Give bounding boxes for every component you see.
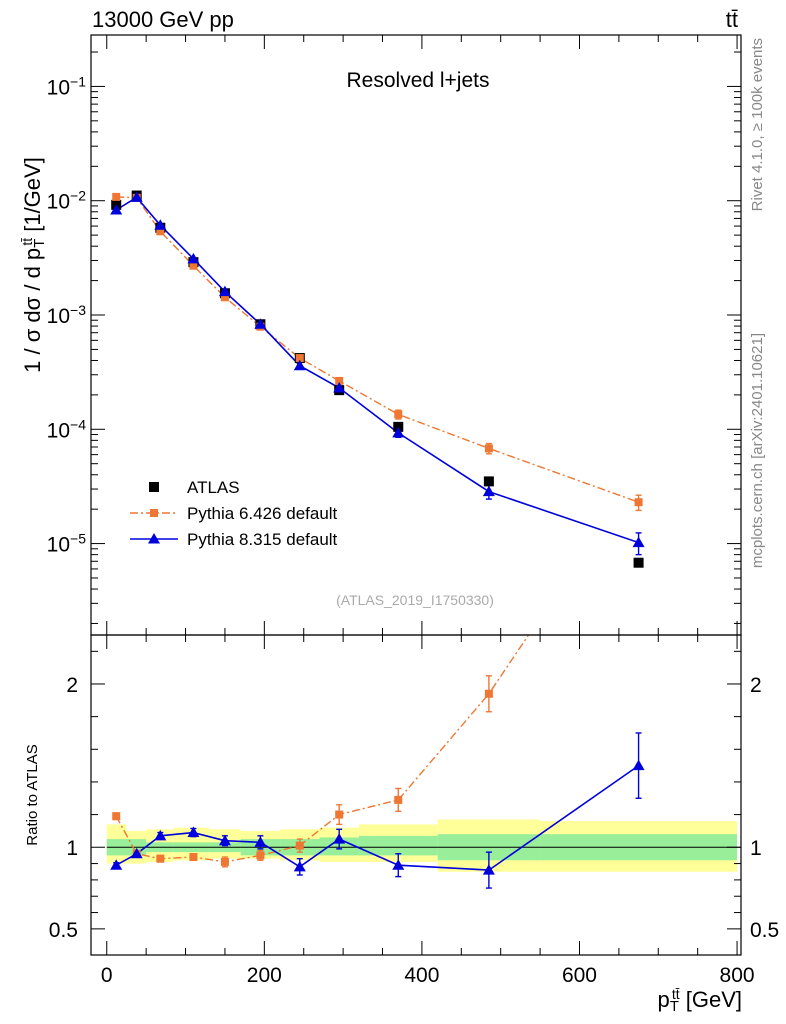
ratio-pythia8-point xyxy=(254,836,267,847)
legend-label: Pythia 8.315 default xyxy=(187,530,338,549)
ratio-pythia8-point xyxy=(130,847,143,859)
ratio-pythia6-point xyxy=(295,841,304,850)
ratio-pythia6-point xyxy=(635,468,643,476)
rivet-version-label: Rivet 4.1.0, ≥ 100k events xyxy=(749,38,766,211)
x-tick-label: 200 xyxy=(247,964,282,987)
pythia8-point xyxy=(482,485,495,497)
pythia6-point xyxy=(484,444,493,453)
pythia8-point xyxy=(130,191,143,202)
pythia6-point xyxy=(156,227,165,236)
y-tick-label: 10−3 xyxy=(47,302,87,328)
ratio-pythia8-point xyxy=(110,859,123,870)
analysis-id-label: (ATLAS_2019_I1750330) xyxy=(336,592,494,608)
ratio-pythia6-point xyxy=(220,857,229,866)
ratio-pythia6-point xyxy=(156,854,165,863)
ratio-pythia8-point xyxy=(154,829,167,841)
ratio-y-tick-label-right: 2 xyxy=(750,674,762,697)
atlas-point xyxy=(633,557,644,568)
pythia8-point xyxy=(392,426,405,438)
ratio-plot-frame xyxy=(90,634,742,956)
ratio-y-tick-label-right: 1 xyxy=(750,837,762,860)
ratio-plot: 0.5 0.5 1 1 2 2 0 200 400 600 800 Ratio to ATLAS p… xyxy=(24,468,779,1015)
process-label: tt̄ xyxy=(726,7,738,32)
x-axis-title: pTtt̄ [GeV] xyxy=(657,986,742,1015)
pythia6-point xyxy=(335,376,344,385)
ratio-pythia6-point xyxy=(394,795,403,804)
ratio-y-tick-label-left: 0.5 xyxy=(49,919,78,942)
series-line-pythia6 xyxy=(116,196,639,503)
legend: ATLAS Pythia 6.426 default Pythia 8.315 de… xyxy=(130,478,338,549)
pythia8-point xyxy=(218,285,231,297)
pythia8-point xyxy=(110,203,123,215)
pythia8-point xyxy=(632,536,645,548)
y-tick-label: 10−5 xyxy=(47,531,87,557)
ratio-pythia8-point xyxy=(632,759,645,771)
pythia8-point xyxy=(154,219,167,230)
x-tick-label: 0 xyxy=(101,964,113,987)
pythia6-point xyxy=(112,192,121,201)
pythia8-point xyxy=(293,359,306,371)
x-tick-label: 600 xyxy=(562,964,597,987)
y-tick-label: 10−1 xyxy=(47,74,87,100)
atlas-point xyxy=(483,476,494,487)
pythia8-point xyxy=(254,318,267,329)
ratio-pythia6-point xyxy=(484,689,493,698)
legend-marker-pythia6 xyxy=(150,509,158,517)
ratio-y-axis-title: Ratio to ATLAS xyxy=(24,744,41,845)
legend-label: Pythia 6.426 default xyxy=(187,504,338,523)
legend-marker-pythia8 xyxy=(148,533,160,544)
ratio-pythia6-point xyxy=(112,812,121,821)
ratio-pythia6-point xyxy=(189,853,198,862)
plot-title: Resolved l+jets xyxy=(347,69,490,92)
pythia8-point xyxy=(333,381,346,393)
pythia6-point xyxy=(295,354,304,363)
legend-marker-atlas xyxy=(149,482,159,492)
ratio-y-tick-label-left: 2 xyxy=(66,674,78,697)
ratio-pythia8-point xyxy=(482,864,495,875)
y-tick-label: 10−4 xyxy=(47,417,87,443)
main-plot: 10−1 10−2 10−3 10−4 10−5 Resolved l+jets (AT… xyxy=(19,34,742,636)
ratio-pythia6-point xyxy=(335,810,344,819)
ratio-y-tick-label-left: 1 xyxy=(66,837,78,860)
ratio-pythia8-point xyxy=(333,833,346,844)
ratio-pythia8-point xyxy=(392,859,405,870)
pythia6-point xyxy=(634,498,643,507)
pythia6-point xyxy=(220,293,229,302)
uncertainty-band-inner xyxy=(358,835,438,856)
ratio-y-tick-label-right: 0.5 xyxy=(750,919,779,942)
ratio-pythia6-point xyxy=(256,851,265,860)
pythia6-point xyxy=(394,410,403,419)
x-tick-label: 800 xyxy=(720,964,755,987)
atlas-point xyxy=(393,421,404,432)
ratio-pythia8-point xyxy=(218,834,231,846)
pythia6-point xyxy=(189,261,198,270)
x-tick-label: 400 xyxy=(404,964,439,987)
y-tick-label: 10−2 xyxy=(47,188,87,214)
ratio-pythia8-point xyxy=(187,826,200,838)
source-label: mcplots.cern.ch [arXiv:2401.10621] xyxy=(749,333,766,568)
energy-label: 13000 GeV pp xyxy=(92,7,234,32)
legend-label: ATLAS xyxy=(187,478,240,497)
pythia8-point xyxy=(187,252,200,264)
ratio-pythia8-point xyxy=(293,860,306,872)
y-axis-title: 1 / σ dσ / d pTtt̄ [1/GeV] xyxy=(19,157,48,373)
